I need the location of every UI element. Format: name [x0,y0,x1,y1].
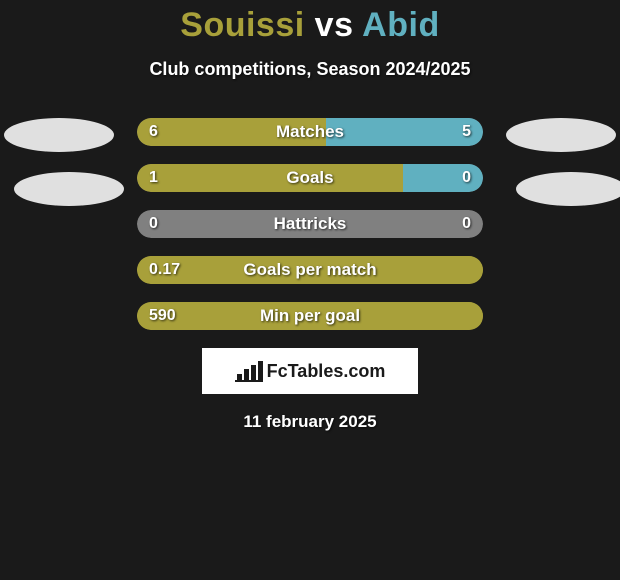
player2-name: Abid [362,6,440,44]
comparison-title: Souissi vs Abid [0,0,620,45]
player1-avatar-bottom [14,172,124,206]
stat-bars: 65Matches 10Goals 00Hattricks 0.17Goals per… [137,118,483,330]
player2-avatar-bottom [516,172,620,206]
stat-bar-matches: 65Matches [137,118,483,146]
season-subtitle: Club competitions, Season 2024/2025 [0,59,620,80]
stat-bar-goals: 10Goals [137,164,483,192]
stat-bar-hattricks: 00Hattricks [137,210,483,238]
brand-badge: FcTables.com [202,348,418,394]
player1-avatar-top [4,118,114,152]
brand-text: FcTables.com [267,361,386,382]
vs-label: vs [315,6,354,44]
comparison-arena: 65Matches 10Goals 00Hattricks 0.17Goals per… [0,118,620,330]
player1-name: Souissi [180,6,304,44]
stat-bar-min-per-goal: 590Min per goal [137,302,483,330]
stat-bar-goals-per-match: 0.17Goals per match [137,256,483,284]
bar-label: Goals per match [137,256,483,284]
bar-label: Matches [137,118,483,146]
player2-avatar-top [506,118,616,152]
bar-label: Hattricks [137,210,483,238]
bar-label: Goals [137,164,483,192]
bar-label: Min per goal [137,302,483,330]
bar-chart-icon [235,360,263,382]
snapshot-date: 11 february 2025 [0,412,620,432]
